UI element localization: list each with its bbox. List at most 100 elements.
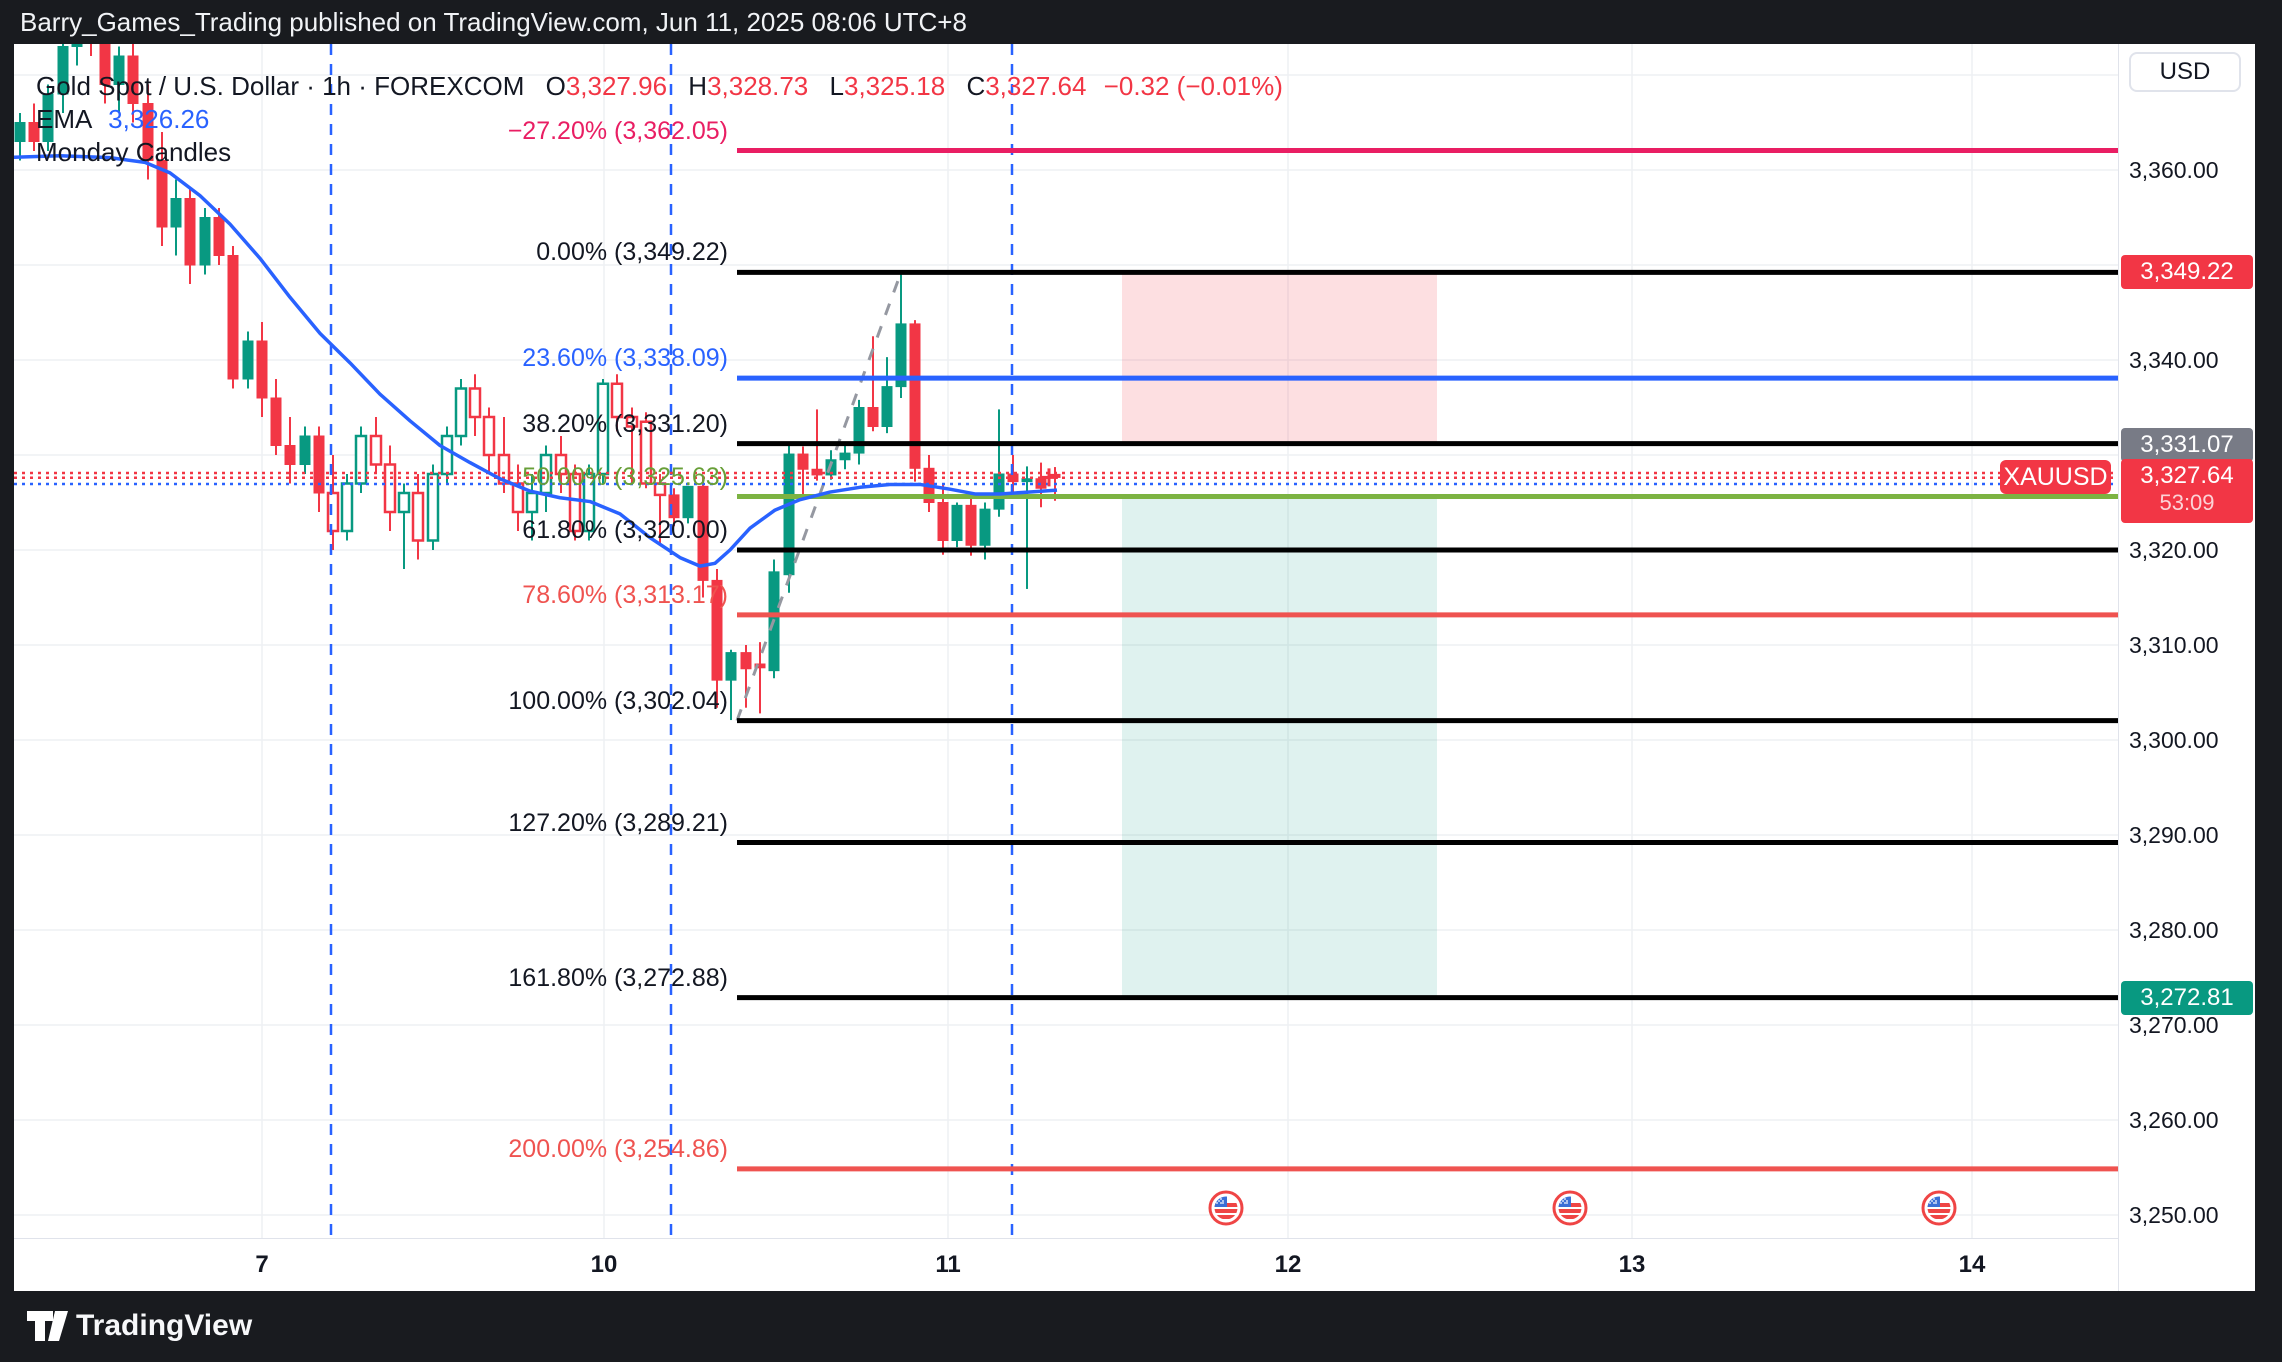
time-tick-label: 11: [935, 1251, 961, 1278]
time-tick-label: 12: [1274, 1251, 1302, 1278]
candle: [199, 208, 211, 275]
fib-level-label: 38.20% (3,331.20): [522, 409, 728, 438]
candle: [411, 474, 425, 560]
candle: [482, 407, 496, 474]
price-tick: 3,310.00: [2129, 632, 2219, 658]
candle: [725, 649, 737, 721]
fib-level-label: 100.00% (3,302.04): [508, 686, 728, 715]
legend-indicator-row: Monday Candles: [36, 136, 1283, 169]
price-tick: 3,270.00: [2129, 1012, 2219, 1038]
candle: [783, 441, 795, 593]
time-tick-label: 13: [1618, 1251, 1646, 1278]
fib-trendline[interactable]: [735, 271, 903, 722]
candle: [99, 44, 111, 104]
low-label: L: [829, 71, 844, 101]
indicator-label[interactable]: Monday Candles: [36, 137, 232, 167]
price-tick: 3,320.00: [2129, 537, 2219, 563]
price-line-label: 3,272.81: [2121, 981, 2253, 1016]
ema-line[interactable]: [14, 154, 1058, 568]
legend-symbol-row: Gold Spot / U.S. Dollar · 1h · FOREXCOM …: [36, 70, 1283, 103]
legend-ema-row: EMA 3,326.26: [36, 103, 1283, 136]
time-tick-label: 10: [590, 1251, 618, 1278]
fib-level-label: 0.00% (3,349.22): [536, 238, 728, 267]
candle: [951, 502, 963, 548]
tradingview-logo-icon: [27, 1311, 68, 1341]
low-value: 3,325.18: [843, 71, 946, 101]
time-axis[interactable]: 7 10 11 12 13 14: [14, 1238, 2118, 1291]
footer-bar: TradingView: [0, 1291, 2282, 1362]
candle: [853, 399, 865, 465]
price-tick: 3,360.00: [2129, 157, 2219, 183]
candle: [256, 322, 268, 417]
candle: [28, 103, 40, 151]
time-tick-label: 14: [1958, 1251, 1986, 1278]
fib-level-label: −27.20% (3,362.05): [507, 116, 728, 145]
open-label: O: [545, 71, 566, 101]
candle: [468, 374, 482, 436]
fib-level-label: 50.00% (3,325.63): [522, 462, 728, 491]
candle: [156, 132, 168, 246]
fib-level-label: 61.80% (3,320.00): [522, 516, 728, 544]
candle: [57, 44, 69, 113]
candle: [270, 379, 282, 455]
candle: [127, 44, 139, 123]
tradingview-brand: TradingView: [76, 1309, 253, 1342]
candle: [299, 426, 311, 474]
current-price-label: 3,327.64 53:09: [2121, 459, 2253, 524]
symbol-price-badge: XAUUSD: [2000, 460, 2111, 495]
candle: [653, 474, 667, 546]
candle: [454, 379, 468, 446]
candle: [625, 407, 639, 484]
candle: [213, 208, 225, 265]
open-value: 3,327.96: [565, 71, 668, 101]
us-economic-event-flag-icon[interactable]: [1552, 1190, 1588, 1226]
price-tick: 3,300.00: [2129, 727, 2219, 753]
candle: [797, 446, 809, 498]
us-economic-event-flag-icon[interactable]: [1921, 1190, 1957, 1226]
chart-plot-area[interactable]: Gold Spot / U.S. Dollar · 1h · FOREXCOM …: [14, 44, 2118, 1238]
candle: [768, 559, 780, 679]
chart-canvas[interactable]: [14, 44, 2118, 1238]
candle: [42, 84, 54, 151]
candle: [754, 642, 766, 714]
candle: [881, 357, 893, 434]
publish-header: Barry_Games_Trading published on Trading…: [0, 0, 2282, 44]
candle: [697, 478, 709, 598]
ema-label[interactable]: EMA: [36, 104, 91, 134]
price-tick: 3,250.00: [2129, 1202, 2219, 1228]
candle: [369, 417, 383, 474]
high-value: 3,328.73: [707, 71, 809, 101]
candle: [71, 44, 83, 66]
fib-level-label: 127.20% (3,289.21): [508, 808, 728, 837]
candle: [184, 189, 196, 284]
fib-level-label: 161.80% (3,272.88): [508, 963, 728, 992]
candle: [14, 113, 26, 161]
candle: [909, 320, 921, 482]
candle: [993, 409, 1005, 517]
change-value: −0.32 (−0.01%): [1103, 71, 1283, 101]
price-tick: 3,340.00: [2129, 347, 2219, 373]
price-tick: 3,260.00: [2129, 1107, 2219, 1133]
candle: [682, 485, 694, 524]
highlight-zone[interactable]: [1122, 272, 1437, 444]
candle: [340, 474, 354, 541]
fib-level-label: 200.00% (3,254.86): [508, 1134, 728, 1163]
symbol-title[interactable]: Gold Spot / U.S. Dollar · 1h · FOREXCOM: [36, 71, 525, 101]
candle: [90, 44, 92, 56]
price-axis[interactable]: USD 3,360.00 3,340.00 3,320.00 3,310.00 3,30…: [2118, 44, 2255, 1291]
candle: [668, 488, 680, 527]
us-economic-event-flag-icon[interactable]: [1208, 1190, 1244, 1226]
candle: [965, 493, 977, 556]
candle: [596, 379, 610, 484]
candle: [711, 569, 723, 708]
currency-toggle-button[interactable]: USD: [2129, 52, 2241, 92]
high-label: H: [688, 71, 708, 101]
candle: [610, 374, 624, 432]
candle: [839, 445, 851, 470]
candle: [227, 246, 239, 389]
highlight-zone[interactable]: [1122, 496, 1437, 998]
candle: [170, 179, 182, 256]
candle: [113, 46, 125, 113]
close-label: C: [966, 71, 986, 101]
